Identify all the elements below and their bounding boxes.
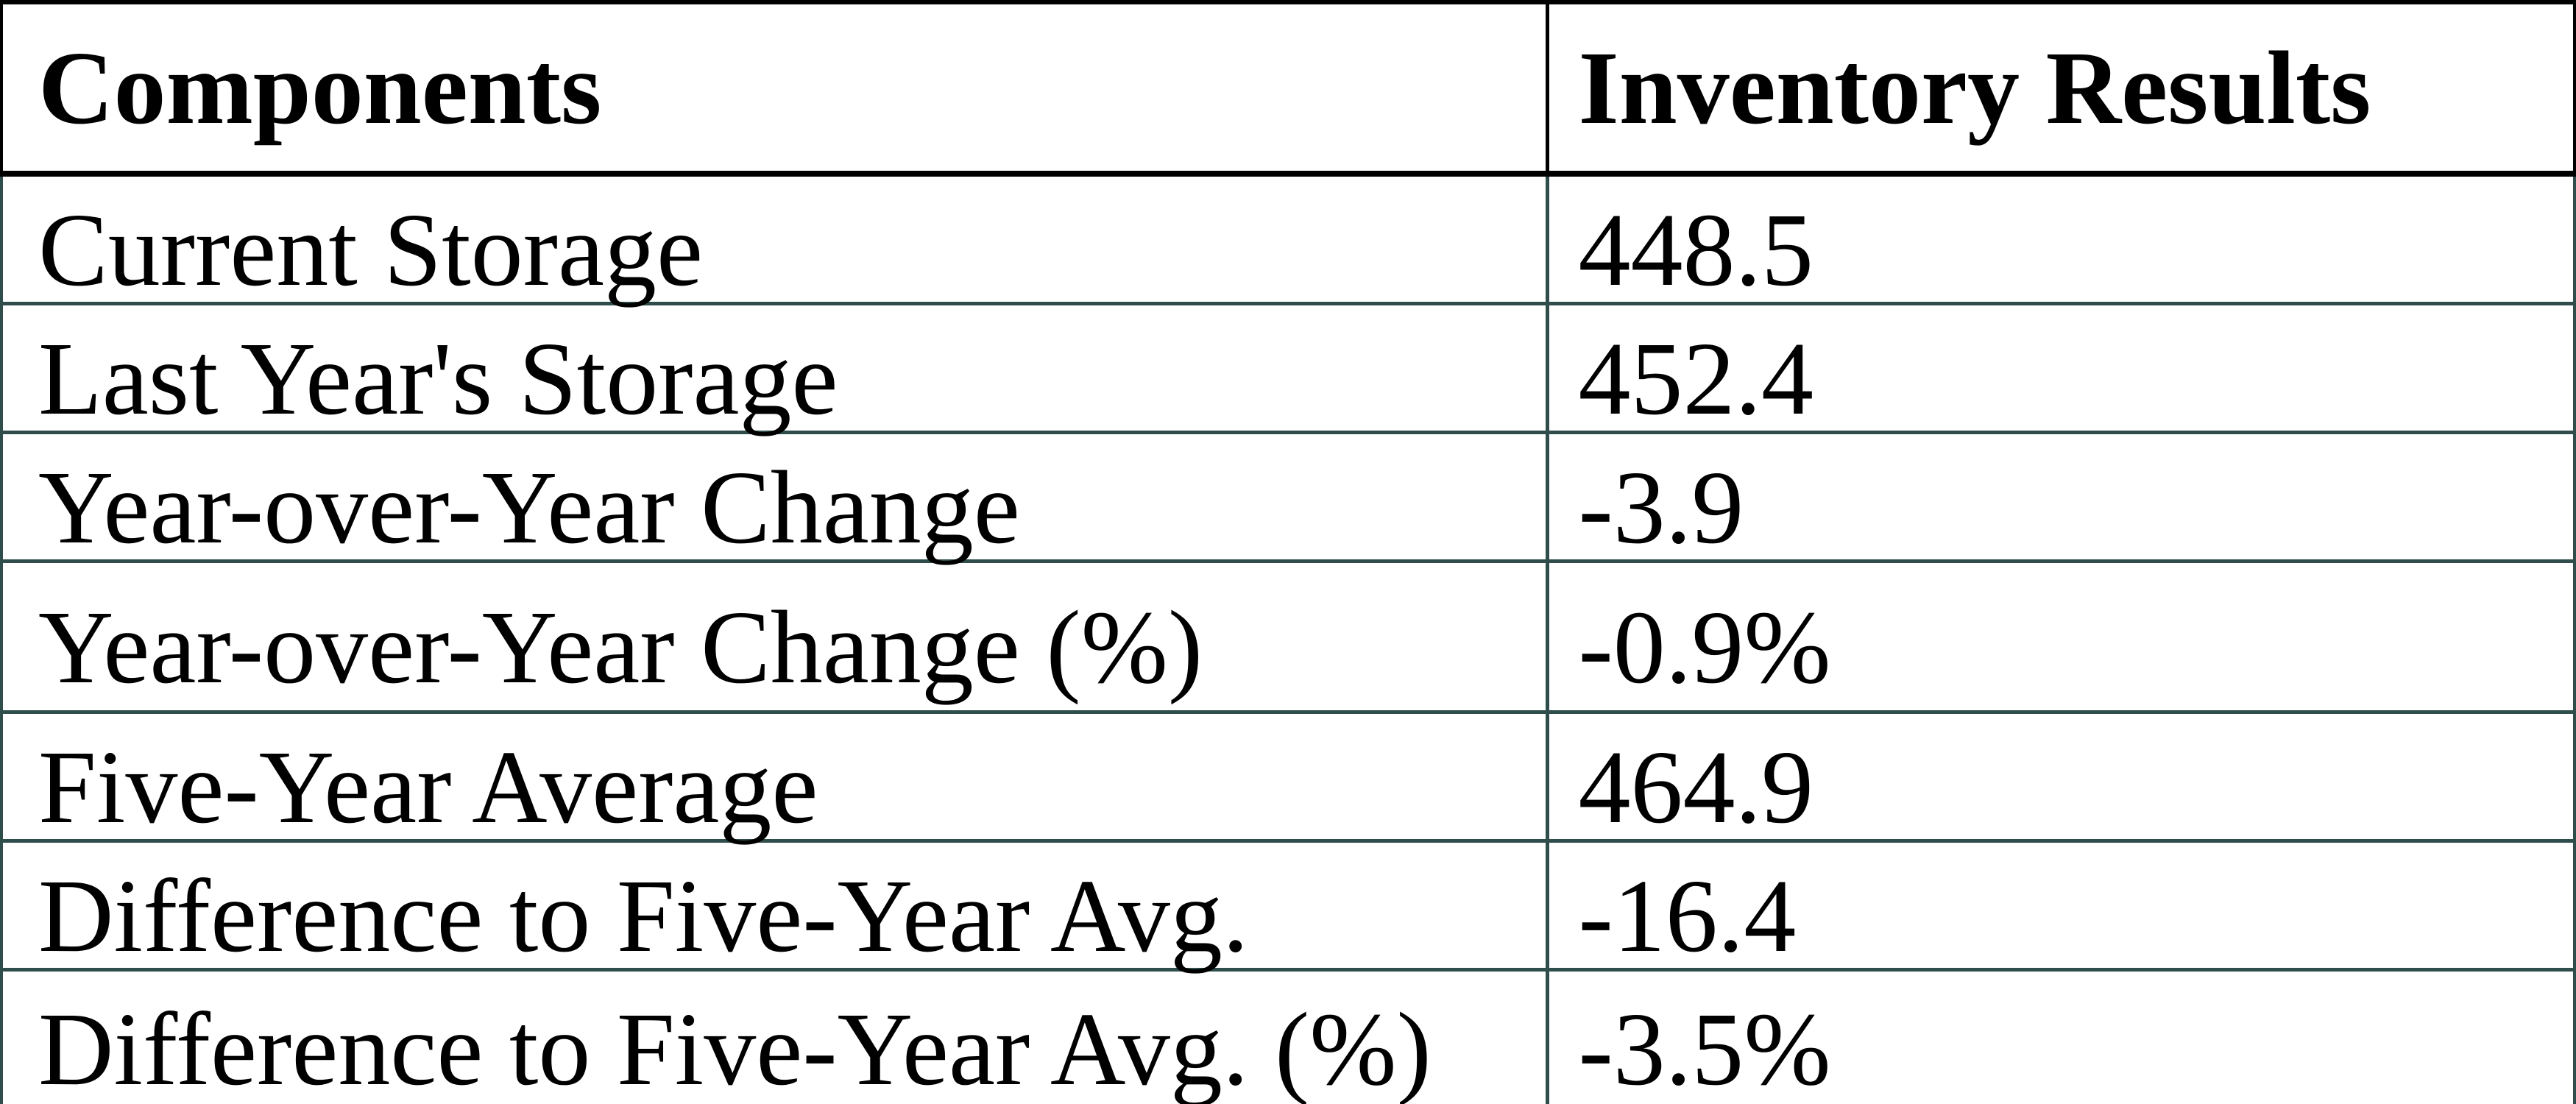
result-cell: 464.9: [1545, 710, 2576, 843]
component-cell: Year-over-Year Change: [0, 431, 1549, 563]
table-row: Difference to Five-Year Avg. (%) -3.5%: [0, 968, 2576, 1104]
column-header-inventory-results: Inventory Results: [1545, 0, 2576, 177]
component-cell: Year-over-Year Change (%): [0, 559, 1549, 714]
table-row: Year-over-Year Change -3.9: [0, 431, 2576, 563]
component-cell: Last Year's Storage: [0, 302, 1549, 434]
component-cell: Difference to Five-Year Avg. (%): [0, 968, 1549, 1104]
column-header-components: Components: [0, 0, 1549, 177]
result-cell: 448.5: [1545, 171, 2576, 305]
component-cell: Difference to Five-Year Avg.: [0, 839, 1549, 972]
component-cell: Five-Year Average: [0, 710, 1549, 843]
table-row: Current Storage 448.5: [0, 171, 2576, 305]
component-cell: Current Storage: [0, 171, 1549, 305]
table-row: Year-over-Year Change (%) -0.9%: [0, 559, 2576, 714]
result-cell: -0.9%: [1545, 559, 2576, 714]
result-cell: -3.5%: [1545, 968, 2576, 1104]
result-cell: -16.4: [1545, 839, 2576, 972]
table-row: Difference to Five-Year Avg. -16.4: [0, 839, 2576, 972]
result-cell: -3.9: [1545, 431, 2576, 563]
table-row: Five-Year Average 464.9: [0, 710, 2576, 843]
table-header-row: Components Inventory Results: [0, 0, 2576, 177]
table-row: Last Year's Storage 452.4: [0, 302, 2576, 434]
result-cell: 452.4: [1545, 302, 2576, 434]
